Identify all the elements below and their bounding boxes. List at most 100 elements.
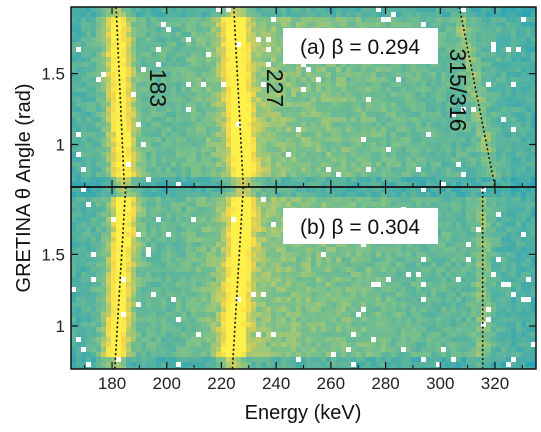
heatmap-cell — [76, 227, 81, 232]
heatmap-cell — [71, 37, 76, 42]
heatmap-cell — [491, 7, 496, 12]
heatmap-cell — [281, 277, 286, 282]
heatmap-cell — [466, 7, 471, 12]
heatmap-cell — [296, 247, 301, 252]
heatmap-cell — [381, 92, 386, 97]
heatmap-cell — [76, 172, 81, 177]
heatmap-cell — [266, 222, 271, 227]
heatmap-cell — [176, 242, 181, 247]
heatmap-cell — [246, 62, 251, 67]
heatmap-cell — [486, 57, 491, 62]
heatmap-cell — [221, 107, 226, 112]
heatmap-cell — [181, 62, 186, 67]
heatmap-cell — [376, 197, 381, 202]
heatmap-cell — [461, 142, 466, 147]
heatmap-cell — [301, 152, 306, 157]
heatmap-cell — [406, 242, 411, 247]
heatmap-cell — [461, 122, 466, 127]
heatmap-cell — [236, 32, 241, 37]
heatmap-cell — [76, 57, 81, 62]
heatmap-cell — [531, 272, 536, 277]
heatmap-cell — [351, 242, 356, 247]
heatmap-cell — [461, 32, 466, 37]
heatmap-cell — [491, 107, 496, 112]
heatmap-cell — [481, 132, 486, 137]
heatmap-cell — [406, 107, 411, 112]
heatmap-cell — [196, 7, 201, 12]
heatmap-cell — [256, 47, 261, 52]
heatmap-cell — [201, 247, 206, 252]
heatmap-cell — [391, 107, 396, 112]
heatmap-cell — [496, 127, 501, 132]
heatmap-cell — [126, 167, 131, 172]
heatmap-cell — [511, 182, 516, 187]
heatmap-cell — [481, 102, 486, 107]
heatmap-cell — [476, 67, 481, 72]
heatmap-cell — [206, 12, 211, 17]
heatmap-cell — [106, 7, 111, 12]
heatmap-cell — [451, 107, 456, 112]
heatmap-cell — [196, 157, 201, 162]
heatmap-cell — [421, 262, 426, 267]
heatmap-cell — [181, 267, 186, 272]
heatmap-cell — [251, 277, 256, 282]
heatmap-cell — [496, 242, 501, 247]
heatmap-cell — [376, 12, 381, 17]
heatmap-cell — [376, 137, 381, 142]
heatmap-cell — [271, 107, 276, 112]
heatmap-cell — [236, 127, 241, 132]
heatmap-cell — [461, 112, 466, 117]
heatmap-cell — [251, 132, 256, 137]
heatmap-cell — [91, 217, 96, 222]
heatmap-cell — [421, 142, 426, 147]
heatmap-cell — [531, 102, 536, 107]
heatmap-cell — [231, 37, 236, 42]
heatmap-cell — [331, 72, 336, 77]
heatmap-cell — [356, 82, 361, 87]
heatmap-cell — [346, 202, 351, 207]
heatmap-cell — [441, 122, 446, 127]
heatmap-cell — [106, 107, 111, 112]
heatmap-cell — [456, 22, 461, 27]
heatmap-cell — [491, 147, 496, 152]
heatmap-cell — [151, 82, 156, 87]
heatmap-cell — [321, 172, 326, 177]
heatmap-cell — [526, 152, 531, 157]
heatmap-cell — [336, 7, 341, 12]
heatmap-cell — [256, 112, 261, 117]
heatmap-cell — [266, 137, 271, 142]
heatmap-cell — [461, 17, 466, 22]
heatmap-cell — [271, 272, 276, 277]
heatmap-cell — [121, 7, 126, 12]
heatmap-cell — [261, 72, 266, 77]
heatmap-cell — [341, 12, 346, 17]
heatmap-cell — [441, 277, 446, 282]
heatmap-cell — [451, 57, 456, 62]
heatmap-cell — [226, 217, 231, 222]
heatmap-cell — [96, 52, 101, 57]
heatmap-cell — [371, 87, 376, 92]
heatmap-cell — [386, 87, 391, 92]
heatmap-cell — [371, 157, 376, 162]
heatmap-cell — [196, 17, 201, 22]
heatmap-cell — [166, 202, 171, 207]
heatmap-cell — [231, 52, 236, 57]
heatmap-cell — [411, 247, 416, 252]
heatmap-cell — [411, 147, 416, 152]
heatmap-cell — [231, 137, 236, 142]
heatmap-cell — [491, 117, 496, 122]
heatmap-cell — [431, 202, 436, 207]
heatmap-cell — [481, 272, 486, 277]
heatmap-cell — [191, 37, 196, 42]
heatmap-cell — [101, 147, 106, 152]
heatmap-cell — [496, 87, 501, 92]
heatmap-cell — [116, 107, 121, 112]
heatmap-cell — [301, 187, 306, 192]
heatmap-cell — [296, 267, 301, 272]
heatmap-cell — [396, 117, 401, 122]
heatmap-cell — [161, 237, 166, 242]
heatmap-cell — [211, 227, 216, 232]
heatmap-cell — [416, 12, 421, 17]
heatmap-cell — [136, 87, 141, 92]
heatmap-cell — [391, 167, 396, 172]
